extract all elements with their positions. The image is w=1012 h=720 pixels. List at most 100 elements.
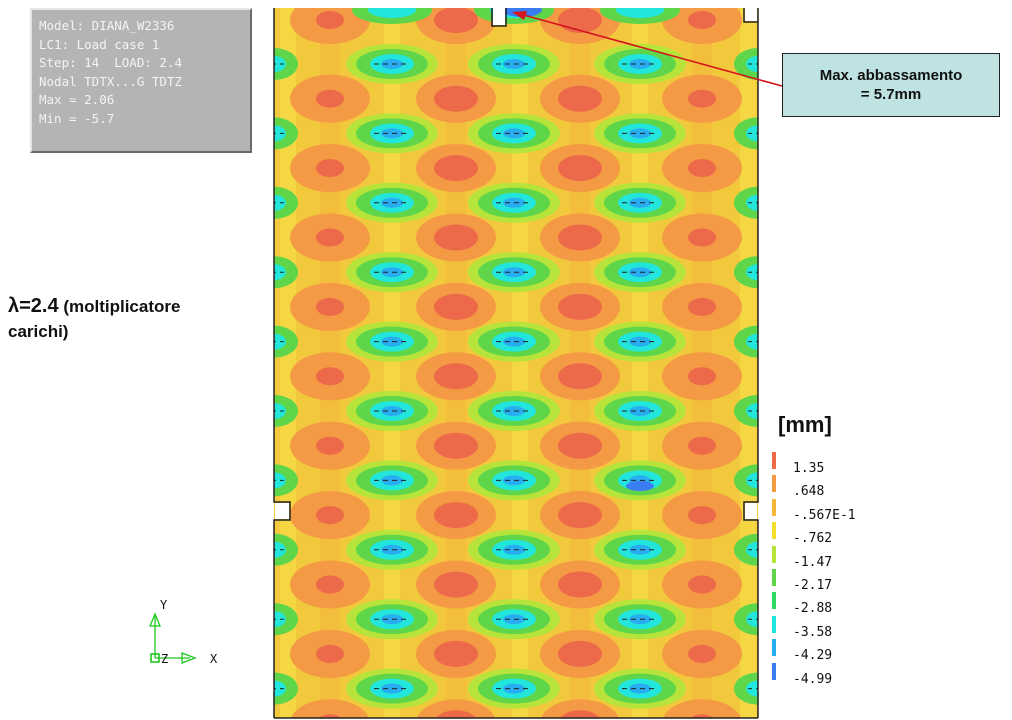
hot-zone (558, 293, 602, 320)
warm-zone (662, 699, 742, 718)
edge-support-cyan (274, 56, 286, 72)
support-zones (274, 8, 758, 709)
hot-zone (316, 228, 344, 247)
hot-zone (435, 710, 477, 718)
hot-zone (690, 714, 714, 718)
callout-line-2: = 5.7mm (860, 86, 922, 103)
legend-value: .648 (793, 484, 825, 500)
legend-value: -1.47 (793, 554, 833, 570)
hot-zone (688, 436, 716, 455)
hot-zone (316, 297, 344, 316)
edge-support-cyan (274, 194, 286, 211)
info-load-case: LC1: Load case 1 (39, 36, 160, 52)
deep-deflection-zone (626, 481, 654, 491)
legend-value: -4.99 (793, 671, 833, 687)
edge-support-cyan (746, 541, 758, 558)
hot-zone (434, 571, 478, 598)
edge-support-cyan (274, 680, 286, 697)
hot-zone (688, 228, 716, 247)
hot-zone (434, 8, 478, 33)
hot-zone (559, 710, 601, 718)
legend-value: -2.88 (793, 601, 833, 617)
edge-support-cyan (274, 472, 286, 489)
legend-value: -3.58 (793, 624, 833, 640)
warm-zone (540, 699, 620, 718)
edge-support-cyan (274, 264, 286, 281)
legend-swatch (772, 522, 776, 540)
edge-support-cyan (746, 472, 758, 489)
max-deflection-callout: Max. abbassamento = 5.7mm (782, 53, 1000, 117)
legend-swatch (772, 545, 776, 563)
edge-support-cyan (746, 125, 758, 142)
edge-support-cyan (746, 333, 758, 350)
legend-swatch (772, 498, 776, 516)
edge-support-cyan (274, 541, 286, 558)
hot-zone (688, 506, 716, 525)
lambda-desc-1: (moltiplicatore (58, 297, 181, 316)
model-info-box: Model: DIANA_W2336 LC1: Load case 1 Step… (30, 8, 252, 153)
hot-zone (316, 11, 344, 29)
legend-swatch (772, 615, 776, 633)
legend-value: -.567E-1 (793, 507, 856, 523)
hot-zone (434, 293, 478, 320)
hot-zone (316, 367, 344, 386)
hot-zone (688, 159, 716, 178)
info-step: Step: 14 LOAD: 2.4 (39, 55, 182, 71)
edge-support-cyan (746, 680, 758, 697)
warm-zone (416, 699, 496, 718)
legend-swatch (772, 569, 776, 586)
plate-outline (273, 8, 759, 719)
edge-support-cyan (274, 125, 286, 142)
lambda-value: λ=2.4 (8, 295, 59, 317)
hot-zone (558, 502, 602, 529)
edge-support-cyan (746, 611, 758, 628)
legend-swatch (772, 639, 776, 657)
hot-zone (558, 155, 602, 182)
hot-zone (434, 155, 478, 182)
hot-zone (434, 363, 478, 390)
edge-support-cyan (746, 403, 758, 419)
hot-zone (558, 363, 602, 390)
legend-value: 1.35 (793, 461, 825, 476)
info-min: Min = -5.7 (39, 110, 115, 126)
notch-fill (275, 8, 757, 519)
edge-support-cyan (746, 194, 758, 211)
hot-zone (558, 571, 602, 598)
edge-support-cyan (274, 403, 286, 419)
hot-zone (558, 224, 602, 251)
edge-support-cyan (746, 56, 758, 72)
hot-zone (434, 432, 478, 459)
legend-swatch (772, 452, 776, 469)
callout-line-1: Max. abbassamento (819, 67, 963, 84)
warm-zone (290, 699, 370, 718)
x-axis-label: X (210, 652, 218, 666)
hot-zone (688, 11, 716, 29)
legend-value: -.762 (793, 531, 833, 547)
legend-swatch (772, 592, 776, 610)
hot-zone (316, 436, 344, 455)
hot-zone (316, 506, 344, 525)
legend-swatch (772, 475, 776, 493)
top-support-cyan (368, 8, 416, 18)
hot-zone (688, 644, 716, 663)
hot-zone (558, 85, 602, 112)
warm-zones (290, 8, 742, 718)
hot-zone (688, 89, 716, 108)
hot-zone (316, 644, 344, 663)
legend-value: -4.29 (793, 648, 833, 664)
hot-zone (434, 224, 478, 251)
edge-support-cyan (746, 264, 758, 281)
hot-zone (316, 89, 344, 108)
callout-arrow (512, 11, 783, 87)
info-max: Max = 2.06 (39, 92, 115, 108)
lambda-desc-2: carichi) (8, 322, 69, 341)
info-result-type: Nodal TDTX...G TDTZ (39, 73, 182, 89)
hot-zone (434, 85, 478, 112)
edge-support-cyan (274, 611, 286, 628)
hot-zone (558, 640, 602, 667)
axis-triad: Y Z X (149, 598, 218, 666)
hot-zone (558, 432, 602, 459)
legend-swatch (772, 662, 776, 680)
hot-zone (558, 8, 602, 33)
load-multiplier-label: λ=2.4 (moltiplicatore (8, 295, 180, 318)
